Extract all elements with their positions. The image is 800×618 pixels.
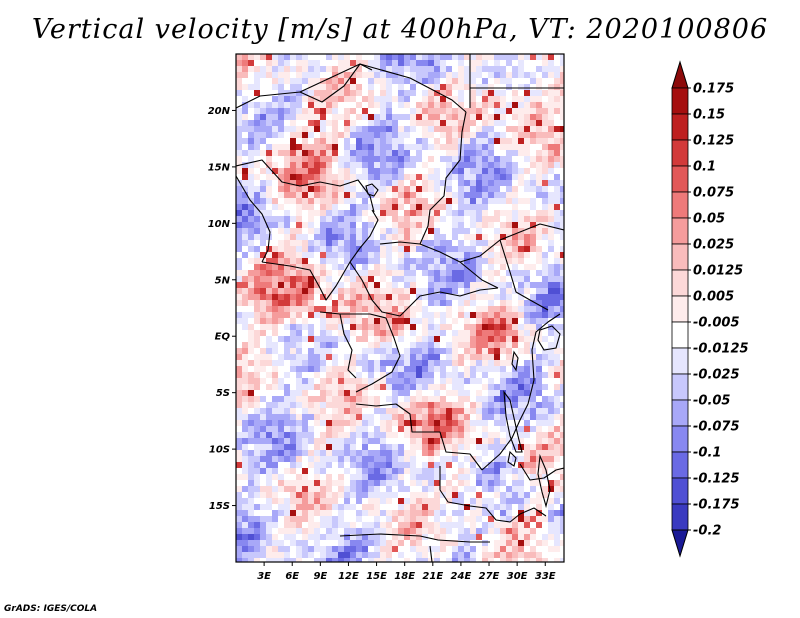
- border-tanzania-mozambique: [519, 463, 564, 481]
- border-drc-angola: [355, 403, 483, 471]
- border-namibia-botswana: [429, 545, 433, 562]
- lon-tick-label: 21E: [422, 571, 443, 582]
- map-title: Vertical velocity [m/s] at 400hPa, VT: 2…: [31, 14, 769, 45]
- lat-tick-label: 10N: [208, 219, 231, 230]
- colorbar-label: 0.175: [693, 82, 734, 97]
- colorbar-swatch: [671, 347, 689, 375]
- colorbar-label: 0.1: [693, 160, 716, 175]
- colorbar-label: 0.05: [693, 212, 725, 227]
- lake-kivu: [511, 350, 519, 372]
- colorbar-swatch: [671, 165, 689, 193]
- colorbar-label: -0.0125: [693, 342, 749, 357]
- border-chad-north: [299, 63, 467, 113]
- colorbar-swatch: [671, 243, 689, 271]
- colorbar-label: 0.025: [693, 238, 734, 253]
- map-frame: [235, 53, 565, 563]
- colorbar-swatch: [671, 295, 689, 323]
- lon-tick-label: 6E: [285, 571, 299, 582]
- border-east-africa: [527, 313, 561, 405]
- lat-tick-label: 20N: [208, 106, 231, 117]
- border-sudan-southsudan: [459, 223, 564, 263]
- colorbar-swatch: [671, 217, 689, 245]
- colorbar-label: -0.175: [693, 498, 740, 513]
- colorbar-swatch: [671, 373, 689, 401]
- colorbar-swatch: [671, 425, 689, 453]
- lat-tick-label: EQ: [215, 332, 231, 343]
- colorbar-label: 0.0125: [693, 264, 743, 279]
- colorbar-swatch: [671, 503, 689, 531]
- border-cameroon-car: [349, 261, 401, 317]
- lat-tick-label: 15S: [209, 501, 230, 512]
- lon-tick-label: 27E: [479, 571, 500, 582]
- border-angola-zambia: [439, 466, 497, 521]
- colorbar-swatch: [671, 139, 689, 167]
- border-nigeria-north: [236, 175, 271, 263]
- lon-tick-label: 9E: [313, 571, 327, 582]
- border-congo-drc: [355, 317, 401, 393]
- colorbar-bottom-arrow: [671, 529, 689, 558]
- colorbar-label: 0.125: [693, 134, 734, 149]
- colorbar-swatch: [671, 191, 689, 219]
- colorbar-label: 0.005: [693, 290, 734, 305]
- lat-tick-label: 5S: [216, 388, 230, 399]
- border-cameroon-gabon: [319, 311, 387, 319]
- border-zambia-zimbabwe: [495, 507, 547, 523]
- grads-credit: GrADS: IGES/COLA: [4, 604, 98, 614]
- lat-tick-label: 10S: [209, 445, 230, 456]
- colorbar-label: 0.15: [693, 108, 725, 123]
- lon-tick-label: 18E: [394, 571, 415, 582]
- colorbar-swatch: [671, 269, 689, 297]
- colorbar-label: -0.2: [693, 524, 721, 539]
- lake-chad: [365, 183, 379, 197]
- lon-tick-label: 33E: [535, 571, 556, 582]
- lat-tick-label: 5N: [215, 275, 231, 286]
- colorbar-label: -0.1: [693, 446, 721, 461]
- colorbar-swatch: [671, 399, 689, 427]
- map-axes: 3E 6E 9E 12E 15E 18E 21E 24E 27E 30E 33E 20N 15N 10N 5…: [208, 106, 556, 582]
- border-chad-sudan: [419, 111, 467, 245]
- lon-tick-label: 24E: [451, 571, 472, 582]
- colorbar-label: -0.005: [693, 316, 740, 331]
- lake-malawi: [537, 453, 551, 509]
- border-gabon-congo: [339, 313, 357, 379]
- lake-victoria: [537, 325, 561, 351]
- border-car-south: [379, 241, 499, 289]
- colorbar-label: -0.125: [693, 472, 740, 487]
- colorbar-label: -0.025: [693, 368, 740, 383]
- colorbar-label: -0.075: [693, 420, 740, 435]
- lake-mweru: [507, 450, 517, 467]
- border-southsudan-east: [499, 239, 549, 311]
- lakes: [365, 183, 561, 509]
- colorbar-swatch: [671, 451, 689, 479]
- colorbar-swatch: [671, 477, 689, 505]
- border-niger-chad-west: [236, 159, 375, 213]
- country-borders: [236, 54, 564, 562]
- lat-tick-label: 15N: [208, 162, 231, 173]
- colorbar-label: 0.075: [693, 186, 734, 201]
- colorbar: 0.175 0.15 0.125 0.1 0.075 0.05 0.025 0.0125 0.0…: [671, 60, 749, 558]
- border-drc-zambia: [481, 403, 529, 471]
- border-angola-namibia: [339, 533, 490, 543]
- lon-tick-label: 15E: [366, 571, 387, 582]
- vertical-velocity-field: [236, 54, 564, 562]
- lon-tick-label: 30E: [507, 571, 528, 582]
- lon-tick-label: 3E: [257, 571, 271, 582]
- colorbar-label: -0.05: [693, 394, 730, 409]
- colorbar-swatch: [671, 321, 689, 349]
- colorbar-top-arrow: [671, 60, 689, 89]
- colorbar-swatch: [671, 113, 689, 141]
- colorbar-swatch: [671, 87, 689, 115]
- lon-tick-label: 12E: [338, 571, 359, 582]
- border-car-drc: [399, 287, 499, 317]
- border-nigeria-cameroon: [261, 209, 379, 301]
- lake-tanganyika: [503, 390, 523, 453]
